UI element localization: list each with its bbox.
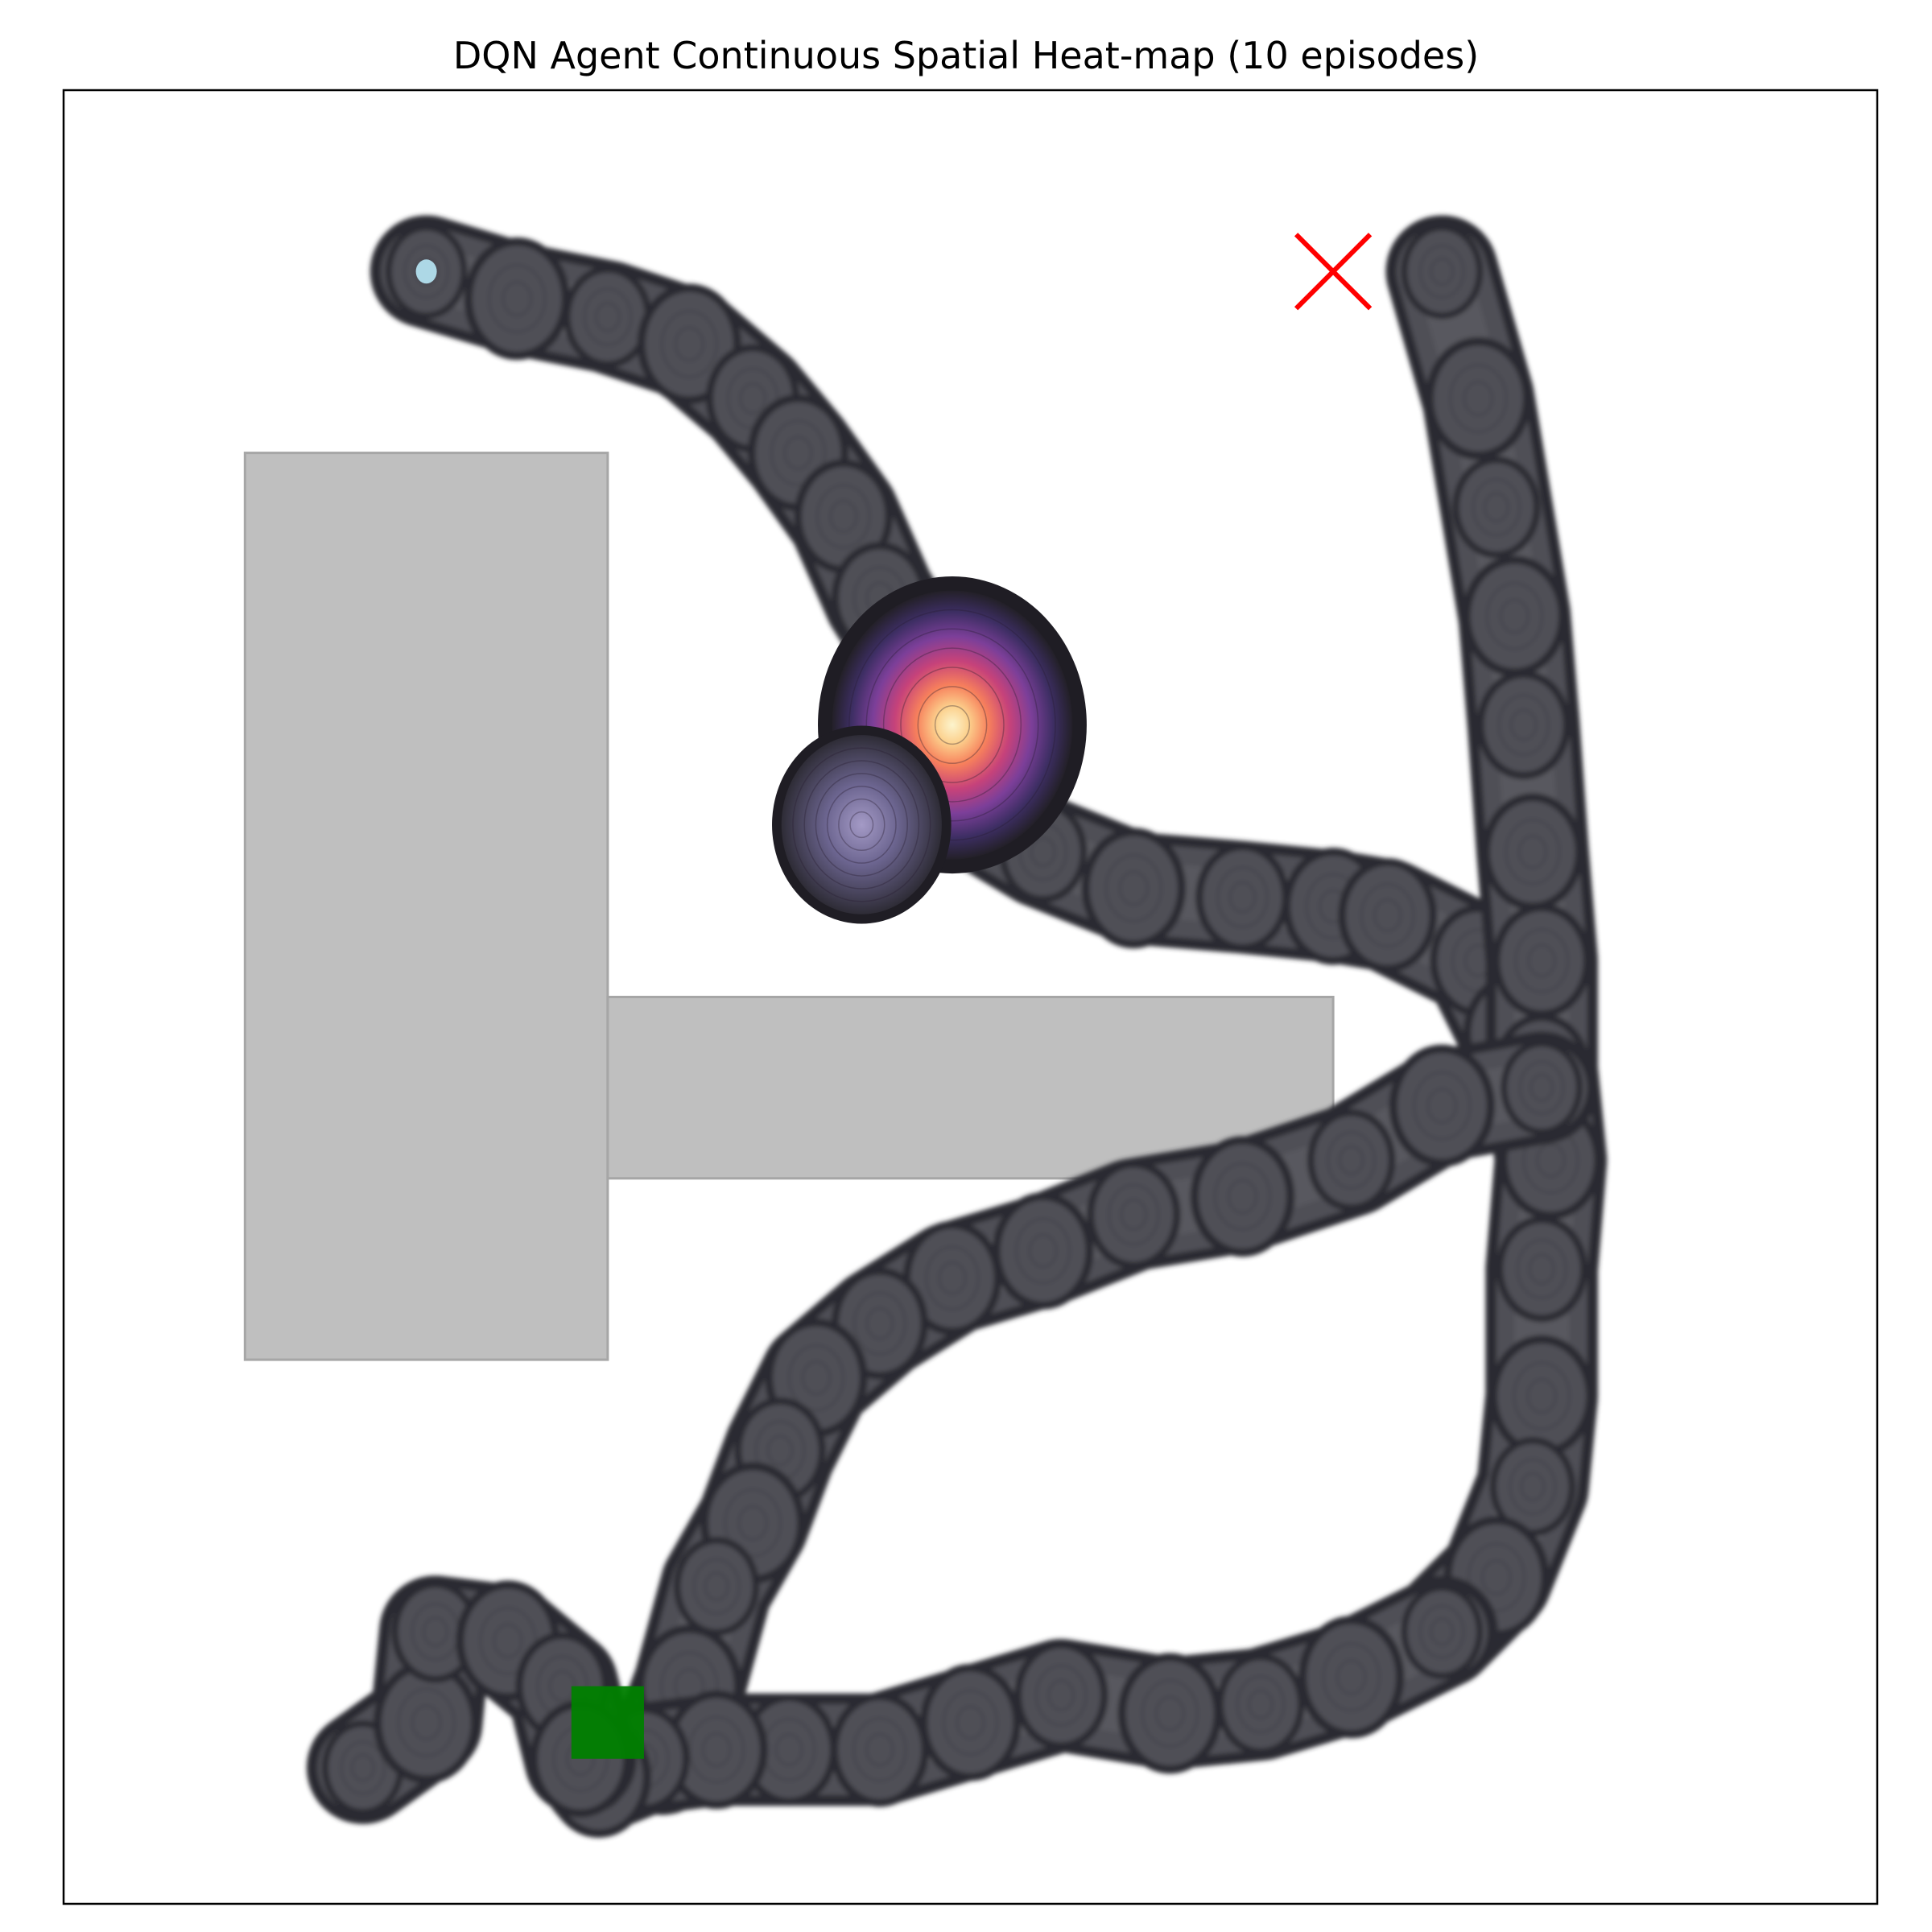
trajectory-node — [1496, 1216, 1588, 1323]
axes-frame — [62, 89, 1879, 1905]
trajectory-node — [1425, 336, 1532, 460]
goal-marker — [1294, 233, 1373, 311]
start-marker — [571, 1686, 644, 1759]
chart-title: DQN Agent Continuous Spatial Heat-map (1… — [453, 34, 1479, 77]
trajectory-node — [1489, 1437, 1576, 1537]
trajectory-node — [1476, 670, 1571, 780]
trajectory-node — [919, 1663, 1022, 1781]
trajectory-node — [992, 1192, 1094, 1310]
trajectory-node — [1307, 1108, 1396, 1212]
trajectory-node — [1492, 903, 1591, 1018]
trajectory-node — [1117, 1653, 1223, 1774]
trajectory-node — [564, 266, 652, 369]
trajectory-node — [1452, 456, 1541, 559]
trajectory-node — [902, 1220, 1002, 1335]
trajectory-node — [464, 237, 571, 361]
plot-area — [243, 215, 1608, 1838]
density-peak — [772, 725, 952, 924]
trajectory-node — [1462, 555, 1567, 677]
trajectory-node — [1081, 828, 1187, 949]
trajectory-node — [1086, 1160, 1181, 1269]
trajectory-node — [1298, 1616, 1405, 1739]
trajectory-node — [673, 1537, 760, 1637]
trajectory-node — [1401, 224, 1484, 320]
trajectory-node — [1389, 1044, 1496, 1167]
trajectory-node — [1013, 1641, 1108, 1750]
trajectory-node — [1488, 1335, 1595, 1457]
start-point — [415, 259, 437, 284]
obstacle-left-block — [243, 452, 609, 1361]
trajectory-node — [391, 1580, 480, 1683]
trajectory-node — [1338, 857, 1438, 973]
trajectory-node — [1501, 1040, 1583, 1136]
trajectory-node — [1190, 1136, 1295, 1257]
trajectory-node — [373, 1661, 480, 1784]
trajectory-node — [1216, 1653, 1305, 1756]
trajectory-node — [830, 1692, 930, 1807]
trajectory-node — [1401, 1584, 1484, 1680]
trajectory-node — [740, 1693, 838, 1806]
trajectory-node — [665, 1690, 768, 1810]
trajectory-node — [1195, 843, 1290, 952]
trajectory-node — [1482, 793, 1583, 911]
